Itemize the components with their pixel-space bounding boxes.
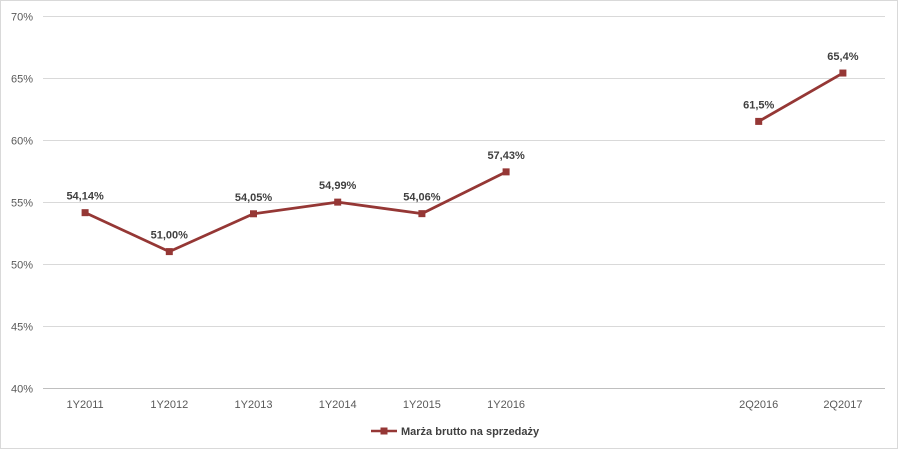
data-label: 57,43% (487, 150, 525, 162)
y-tick-label: 40% (11, 384, 33, 396)
y-tick-label: 50% (11, 260, 33, 272)
legend-label: Marża brutto na sprzedaży (401, 426, 540, 438)
y-tick-label: 60% (11, 136, 33, 148)
x-tick-label: 1Y2012 (150, 399, 188, 411)
x-tick-label: 1Y2013 (235, 399, 273, 411)
data-point-marker (839, 69, 847, 77)
x-tick-label: 1Y2015 (403, 399, 441, 411)
legend: Marża brutto na sprzedaży (371, 426, 540, 438)
series-layer (81, 69, 847, 256)
y-tick-label: 45% (11, 322, 33, 334)
data-point-marker (81, 209, 89, 217)
data-label: 51,00% (151, 230, 189, 242)
x-tick-label: 1Y2011 (67, 399, 104, 411)
y-axis-ticks: 40% 45% 50% 55% 60% 65% 70% (11, 12, 33, 396)
data-point-marker (755, 117, 763, 125)
series-line (757, 71, 845, 123)
data-point-marker (250, 210, 257, 218)
data-point-marker (418, 210, 426, 218)
data-point-marker (502, 168, 510, 176)
x-tick-label: 1Y2014 (319, 399, 357, 411)
data-label: 54,05% (235, 192, 273, 204)
data-point-marker (165, 248, 173, 256)
gridlines (43, 16, 885, 389)
legend-square-marker (380, 427, 388, 435)
x-tick-label: 2Q2016 (739, 399, 778, 411)
y-tick-label: 70% (11, 12, 33, 24)
data-label: 54,06% (403, 192, 441, 204)
data-labels: 54,14% 51,00% 54,05% 54,99% 54,06% 57,43% 61,5… (66, 51, 858, 242)
series-line (83, 170, 508, 253)
data-label: 61,5% (743, 99, 774, 111)
y-tick-label: 65% (11, 74, 33, 86)
y-tick-label: 55% (11, 198, 33, 210)
x-axis-ticks: 1Y2011 1Y2012 1Y2013 1Y2014 1Y2015 1Y2016 2Q20… (67, 399, 863, 411)
data-label: 65,4% (827, 51, 858, 63)
x-tick-label: 1Y2016 (487, 399, 525, 411)
data-point-marker (334, 198, 342, 206)
x-tick-label: 2Q2017 (823, 399, 862, 411)
data-label: 54,14% (66, 191, 104, 203)
data-label: 54,99% (319, 180, 357, 192)
